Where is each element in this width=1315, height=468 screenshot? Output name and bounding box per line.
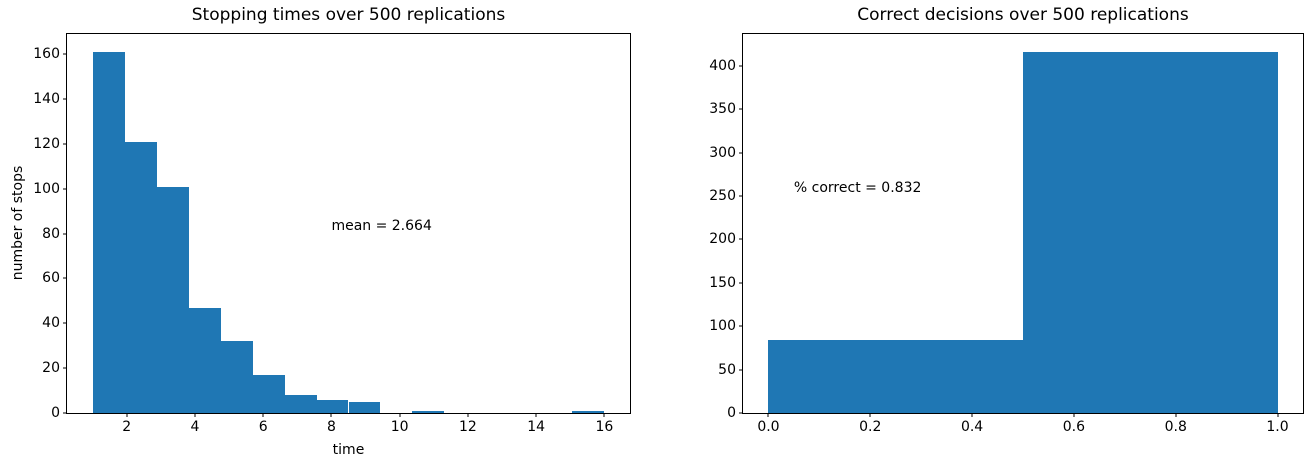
left-chart-plot-area: mean = 2.664 2 4 6 8 10 12 14 16 0 20 40 60 80 100 120… <box>33 33 631 434</box>
x-axis-tick <box>399 413 401 417</box>
x-axis-tick <box>1175 413 1177 417</box>
x-axis-tick <box>767 413 769 417</box>
histogram-bar <box>252 374 285 413</box>
x-axis-tick <box>1277 413 1279 417</box>
x-axis-tick-label: 0.8 <box>1164 419 1187 435</box>
y-axis-tick <box>739 152 743 154</box>
x-axis-tick-label: 0.2 <box>859 419 882 435</box>
y-axis-tick-label: 150 <box>709 274 736 291</box>
x-axis-tick-label: 12 <box>459 419 477 435</box>
y-axis-tick <box>63 322 67 324</box>
left-chart-x-axis-label: time <box>332 442 365 458</box>
y-axis-tick-label: 20 <box>42 360 60 377</box>
x-axis-tick-label: 10 <box>390 419 409 435</box>
x-axis-tick <box>603 413 605 417</box>
y-axis-tick <box>739 282 743 284</box>
y-axis-tick <box>63 53 67 55</box>
left-chart-y-axis-label: number of stops <box>10 165 26 281</box>
y-axis-tick-label: 300 <box>709 144 736 161</box>
y-axis-tick <box>63 412 67 414</box>
y-axis-tick <box>63 98 67 100</box>
x-axis-tick <box>467 413 469 417</box>
y-axis-tick <box>63 277 67 279</box>
y-axis-tick-label: 100 <box>33 180 60 197</box>
histogram-bar <box>220 341 253 413</box>
histogram-bar <box>412 410 445 413</box>
histogram-bar <box>92 52 125 413</box>
x-axis-tick <box>126 413 128 417</box>
x-axis-tick-label: 8 <box>326 419 336 435</box>
y-axis-tick <box>63 143 67 145</box>
y-axis-tick <box>739 238 743 240</box>
x-axis-tick <box>535 413 537 417</box>
x-axis-tick-label: 2 <box>122 419 132 435</box>
y-axis-tick-label: 0 <box>51 405 60 421</box>
x-axis-tick-label: 4 <box>190 419 200 435</box>
histogram-bar <box>188 307 221 413</box>
y-axis-tick-label: 250 <box>709 188 736 205</box>
y-axis-tick-label: 60 <box>42 270 60 287</box>
y-axis-tick <box>739 195 743 197</box>
histogram-bar <box>316 399 349 413</box>
x-axis-tick <box>262 413 264 417</box>
x-axis-tick <box>330 413 332 417</box>
y-axis-tick-label: 50 <box>718 361 736 378</box>
x-axis-tick-label: 1.0 <box>1266 419 1289 435</box>
histogram-bar <box>1023 52 1278 413</box>
histogram-bar <box>768 340 1023 413</box>
histogram-bar <box>124 141 157 413</box>
percent-correct-annotation: % correct = 0.832 <box>793 180 922 196</box>
y-axis-tick <box>63 233 67 235</box>
left-chart-title: Stopping times over 500 replications <box>191 5 506 25</box>
histogram-bar <box>348 401 381 413</box>
y-axis-tick-label: 80 <box>42 225 60 242</box>
y-axis-tick <box>739 412 743 414</box>
x-axis-tick-label: 6 <box>258 419 268 435</box>
y-axis-tick <box>739 369 743 371</box>
y-axis-tick <box>739 65 743 67</box>
x-axis-tick-label: 14 <box>527 419 546 435</box>
x-axis-tick <box>971 413 973 417</box>
x-axis-tick <box>869 413 871 417</box>
y-axis-tick-label: 200 <box>709 231 736 248</box>
y-axis-tick-label: 120 <box>33 135 60 152</box>
y-axis-tick-label: 40 <box>42 315 60 332</box>
x-axis-tick <box>1073 413 1075 417</box>
y-axis-tick <box>63 188 67 190</box>
x-axis-tick-label: 0.0 <box>757 419 780 435</box>
y-axis-tick-label: 400 <box>709 57 736 74</box>
y-axis-tick-label: 0 <box>727 405 736 421</box>
histogram-bar <box>284 395 317 413</box>
y-axis-tick-label: 160 <box>33 46 60 63</box>
x-axis-tick-label: 0.6 <box>1062 419 1086 435</box>
x-axis-tick <box>194 413 196 417</box>
right-chart-plot-area: % correct = 0.832 0.0 0.2 0.4 0.6 0.8 1.0 0 50 1… <box>709 33 1304 434</box>
mean-annotation: mean = 2.664 <box>331 217 432 234</box>
histogram-bar <box>572 410 605 413</box>
y-axis-tick-label: 350 <box>709 101 736 118</box>
x-axis-tick-label: 16 <box>595 419 614 435</box>
y-axis-tick <box>739 325 743 327</box>
y-axis-tick-label: 140 <box>33 91 60 108</box>
y-axis-tick-label: 100 <box>709 318 736 335</box>
right-chart-title: Correct decisions over 500 replications <box>857 5 1189 25</box>
y-axis-tick <box>739 108 743 110</box>
histogram-bar <box>156 186 189 413</box>
x-axis-tick-label: 0.4 <box>960 419 984 435</box>
y-axis-tick <box>63 367 67 369</box>
